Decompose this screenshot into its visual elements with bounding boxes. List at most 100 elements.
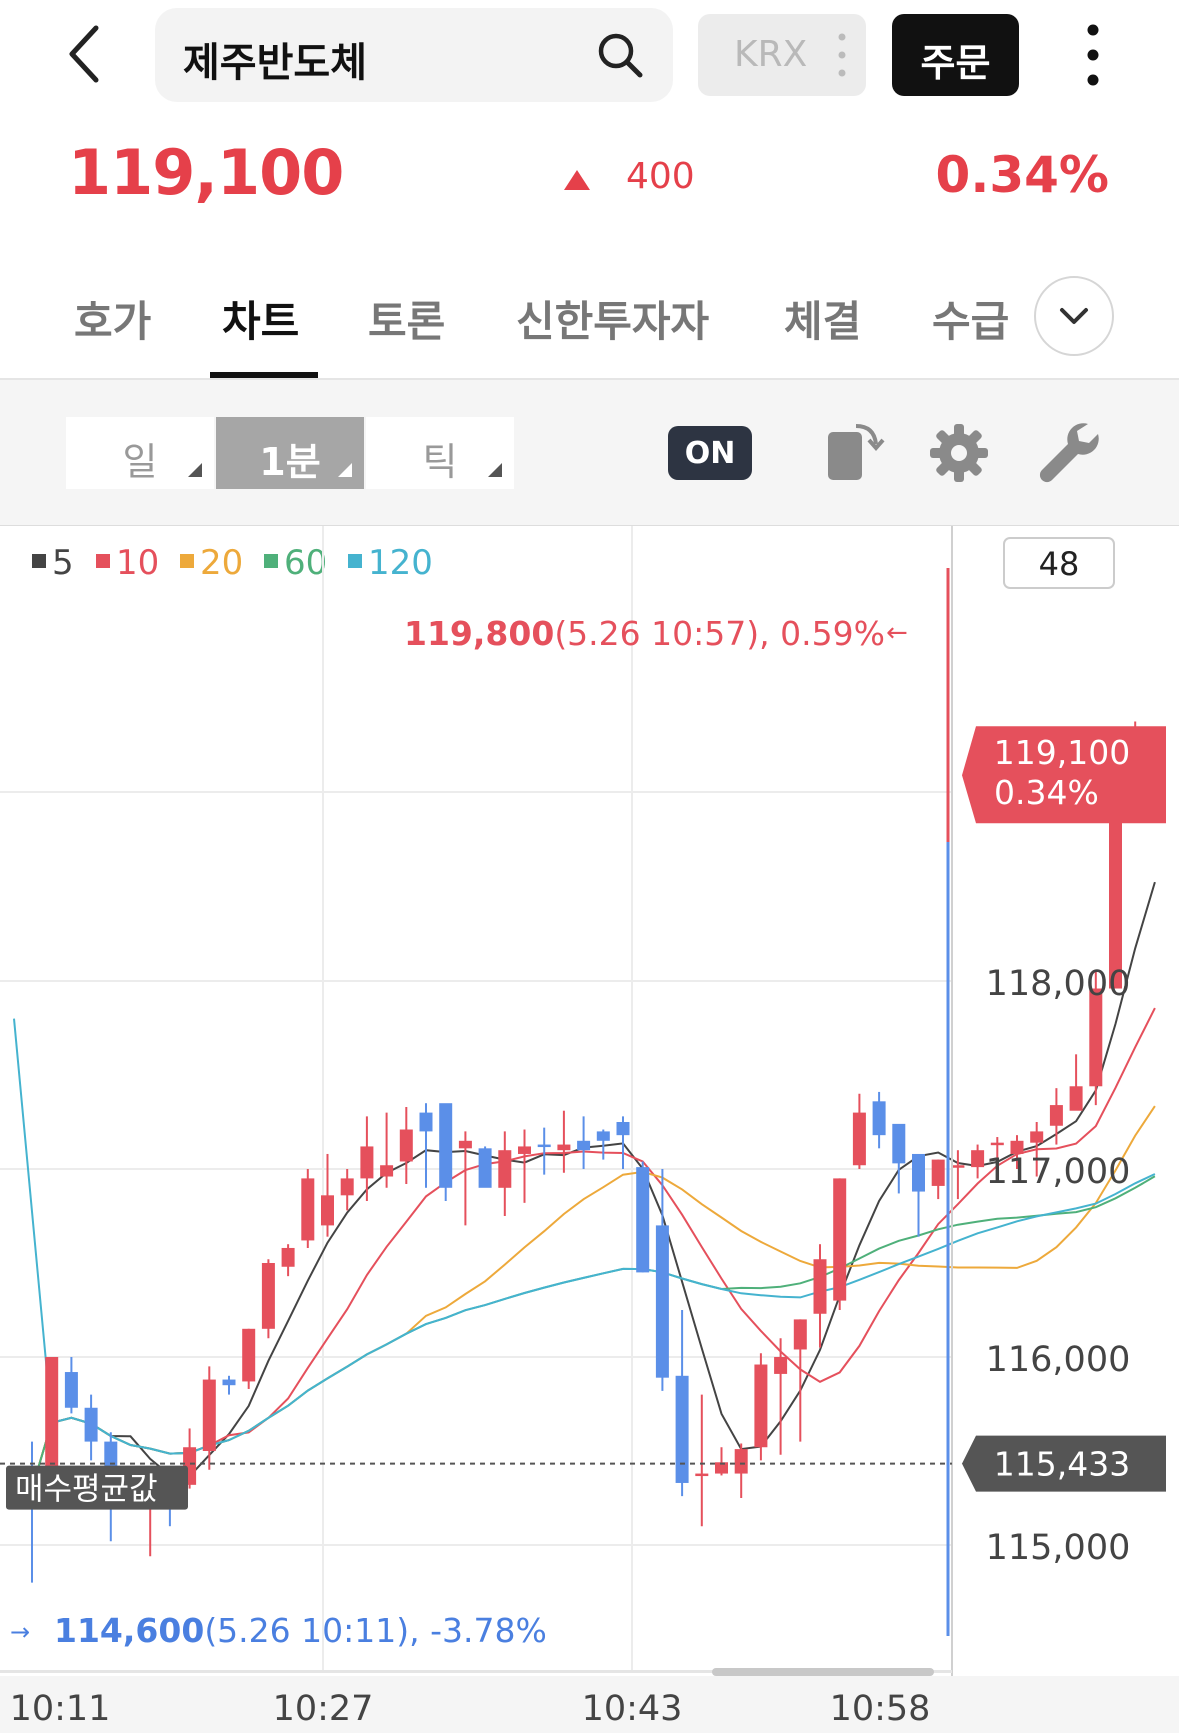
time-axis-corner	[952, 1676, 1179, 1733]
candle-body	[675, 1375, 689, 1483]
order-button[interactable]: 주문	[892, 14, 1019, 96]
market-selector[interactable]: KRX	[698, 14, 866, 96]
candle-body	[695, 1473, 709, 1477]
tab-chart[interactable]: 차트	[222, 297, 300, 346]
period-1min-button[interactable]: 1분	[216, 417, 364, 489]
legend-ma20: 20	[180, 543, 243, 583]
candle-body	[439, 1103, 453, 1188]
candle-body	[990, 1142, 1004, 1146]
candle-body	[498, 1150, 512, 1188]
tab-expand-button[interactable]	[1034, 276, 1114, 356]
time-tick-label: 10:58	[830, 1689, 931, 1729]
candlestick-chart[interactable]: 48 119,800(5.26 10:57), 0.59% ← → 114,60…	[0, 526, 1179, 1733]
current-price-tag: 119,100 0.34%	[962, 726, 1166, 824]
time-tick-label: 10:11	[10, 1689, 111, 1729]
low-arrow-icon: →	[10, 1618, 30, 1646]
candle-body	[636, 1167, 650, 1273]
candle-body	[537, 1144, 551, 1148]
period-day-label: 일	[122, 440, 158, 484]
settings-gear-icon[interactable]	[924, 418, 994, 488]
candle-body	[971, 1150, 985, 1168]
candle-body	[399, 1129, 413, 1162]
average-price-tag	[6, 1465, 188, 1510]
candle-body	[45, 1357, 59, 1489]
candle-body	[261, 1263, 275, 1329]
tab-shinhan-investor[interactable]: 신한투자자	[516, 297, 710, 346]
kebab-menu-icon	[838, 33, 846, 77]
candle-body	[478, 1148, 492, 1188]
candle-body	[360, 1146, 374, 1179]
order-label: 주문	[920, 41, 991, 85]
candle-body	[557, 1144, 571, 1151]
period-tick-button[interactable]: 틱	[366, 417, 514, 489]
back-arrow-icon	[69, 25, 99, 83]
chart-scrollbar-thumb[interactable]	[712, 1668, 934, 1676]
current-price-tag-price: 119,100	[994, 733, 1130, 772]
tab-orderbook[interactable]: 호가	[74, 297, 152, 346]
candle-body	[852, 1112, 866, 1166]
candle-body	[1030, 1131, 1044, 1143]
candle-body	[1089, 988, 1103, 1087]
candle-body	[813, 1259, 827, 1314]
price-change: 400	[626, 156, 695, 197]
search-icon[interactable]	[595, 30, 645, 80]
candle-body	[734, 1449, 748, 1474]
candles	[25, 721, 1162, 1583]
active-tab-indicator	[210, 372, 318, 378]
period-1min-label: 1분	[259, 440, 321, 484]
legend-ma60: 60	[264, 543, 327, 583]
price-tick-label: 116,000	[986, 1340, 1131, 1380]
price-tick-label: 118,000	[986, 964, 1131, 1004]
tab-supply-demand[interactable]: 수급	[932, 297, 1010, 346]
candle-body	[931, 1159, 945, 1186]
candle-body	[419, 1112, 433, 1132]
toolbar-divider	[0, 525, 1179, 526]
legend-ma20-label: 20	[200, 543, 244, 583]
visible-count: 48	[1039, 545, 1080, 583]
more-icon[interactable]	[1080, 22, 1106, 88]
time-tick-label: 10:27	[273, 1689, 374, 1729]
legend-ma10: 10	[96, 543, 159, 583]
high-price-label: 119,800(5.26 10:57), 0.59%	[404, 614, 885, 653]
ma-line-120	[13, 1018, 1156, 1455]
candle-body	[912, 1153, 925, 1192]
candle-body	[64, 1372, 78, 1408]
candle-body	[1069, 1086, 1083, 1111]
ma-line-10	[31, 1007, 1156, 1489]
legend-ma5: 5	[32, 543, 74, 583]
up-triangle-icon	[564, 170, 590, 190]
candle-body	[577, 1140, 591, 1151]
price-tick-label: 117,000	[986, 1152, 1131, 1192]
market-label: KRX	[734, 34, 808, 75]
wrench-icon[interactable]	[1034, 418, 1104, 488]
candle-body	[281, 1247, 295, 1267]
candle-body	[754, 1364, 768, 1448]
time-tick-label: 10:43	[582, 1689, 683, 1729]
visible-count-box[interactable]	[1003, 537, 1115, 589]
candle-body	[321, 1195, 334, 1226]
low-price-label: 114,600(5.26 10:11), -3.78%	[54, 1611, 547, 1650]
candle-body	[793, 1319, 807, 1350]
candle-body	[1049, 1105, 1063, 1126]
current-price: 119,100	[68, 136, 344, 209]
candle-body	[616, 1122, 630, 1136]
candle-body	[655, 1225, 669, 1378]
legend-ma5-label: 5	[52, 543, 74, 583]
back-button[interactable]	[60, 20, 120, 90]
legend-ma10-label: 10	[116, 543, 160, 583]
time-axis-track	[0, 1670, 952, 1673]
low-price-detail: (5.26 10:11), -3.78%	[204, 1611, 547, 1650]
candle-body	[242, 1328, 256, 1382]
stock-search-field[interactable]: 제주반도체	[155, 8, 673, 102]
time-axis-labels: 10:11 10:27 10:43 10:58	[10, 1689, 931, 1729]
moving-average-lines	[13, 881, 1156, 1489]
tab-execution[interactable]: 체결	[784, 297, 862, 346]
period-day-button[interactable]: 일	[66, 417, 214, 489]
tab-discussion[interactable]: 토론	[368, 297, 446, 346]
realtime-on-toggle[interactable]: ON	[668, 426, 752, 480]
candle-body	[84, 1407, 98, 1442]
average-price-axis-tag: 115,433	[962, 1435, 1166, 1492]
candle-body	[872, 1101, 886, 1136]
rotate-screen-icon[interactable]	[822, 418, 892, 488]
ma-line-5	[31, 881, 1156, 1489]
